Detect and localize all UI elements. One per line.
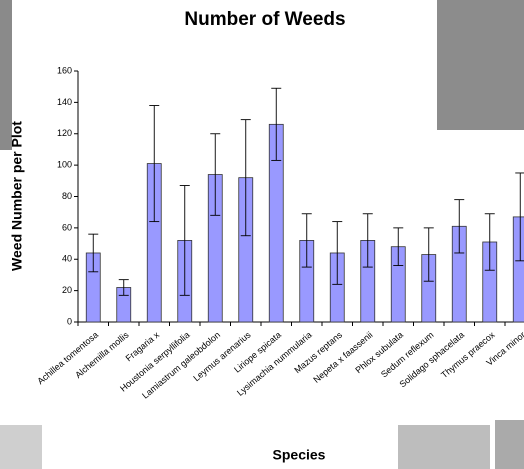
chart-title: Number of Weeds: [184, 9, 345, 30]
error-bar: [454, 199, 465, 254]
error-bar: [179, 185, 190, 296]
y-tick-label: 120: [57, 128, 72, 138]
y-tick-label: 80: [62, 191, 72, 201]
background-patch: [0, 425, 42, 469]
error-bar: [423, 227, 434, 282]
error-bar: [118, 279, 129, 296]
x-tick-label: Alchemilla mollis: [73, 329, 131, 380]
error-bar: [271, 87, 282, 161]
error-bar: [240, 119, 251, 237]
error-bar: [332, 221, 343, 285]
background-patch: [495, 420, 524, 469]
x-tick-label: Sedum reflexum: [379, 330, 436, 380]
error-bar: [484, 213, 495, 271]
background-patch: [437, 0, 524, 130]
y-tick-label: 40: [62, 254, 72, 264]
y-tick-label: 0: [67, 316, 72, 326]
y-axis-label: Weed Number per Plot: [9, 121, 25, 271]
y-tick-label: 160: [57, 65, 72, 75]
background-patch: [398, 425, 490, 469]
background-patch: [0, 0, 12, 150]
error-bar: [210, 133, 221, 216]
error-bar: [301, 213, 312, 268]
bar: [512, 216, 524, 323]
y-tick-label: 60: [62, 222, 72, 232]
x-tick-label: Thymus praecox: [439, 329, 497, 380]
error-bar: [362, 213, 373, 268]
error-bar: [393, 227, 404, 266]
x-axis-label: Species: [273, 447, 326, 463]
y-tick-label: 140: [57, 97, 72, 107]
error-bar: [149, 105, 160, 223]
y-tick-label: 20: [62, 285, 72, 295]
error-bar: [88, 233, 99, 273]
y-tick-label: 100: [57, 160, 72, 170]
